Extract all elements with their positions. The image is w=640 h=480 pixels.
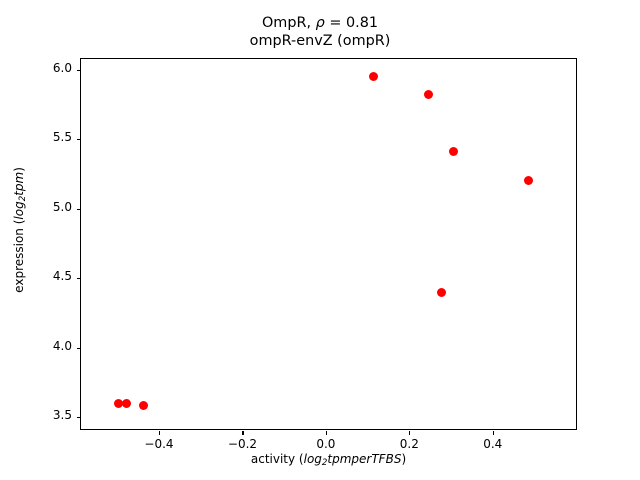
x-axis-tick-label: 0.4 bbox=[483, 437, 503, 451]
chart-title-line-2: ompR-envZ (ompR) bbox=[249, 33, 391, 49]
data-point bbox=[423, 90, 433, 100]
data-point bbox=[436, 287, 446, 297]
plot-axes: −0.4 −0.2 0.0 0.2 0.4 3.5 4.0 4.5 5.0 5.5 6.0 bbox=[53, 58, 577, 451]
x-axis-tick bbox=[159, 431, 161, 435]
x-axis-label-math-log: log bbox=[303, 452, 322, 466]
data-point bbox=[368, 72, 378, 82]
y-axis-tick bbox=[77, 208, 81, 210]
data-point bbox=[113, 398, 123, 408]
chart-title-tf-name: OmpR, bbox=[261, 15, 316, 31]
x-axis-tick-label: 0.2 bbox=[399, 437, 419, 451]
chart-title-rho-symbol: ρ bbox=[315, 15, 325, 31]
data-point bbox=[121, 398, 131, 408]
chart-title-line-1: OmpR, ρ = 0.81 bbox=[0, 14, 640, 32]
data-point bbox=[449, 147, 459, 157]
y-axis-label-math-log: log bbox=[12, 201, 27, 220]
x-axis-label-math-subscript: 2 bbox=[321, 457, 328, 468]
x-axis-label-suffix: ) bbox=[401, 452, 407, 466]
x-axis-label: activity (log2tpmperTFBS) bbox=[80, 452, 577, 468]
x-axis-tick-label: −0.4 bbox=[144, 437, 174, 451]
y-axis-label-prefix: expression ( bbox=[12, 219, 27, 293]
y-axis-tick bbox=[77, 417, 81, 419]
y-axis-tick bbox=[77, 139, 81, 141]
y-axis-label-math-unit: tpm bbox=[12, 171, 27, 196]
chart-title-rho-value: = 0.81 bbox=[324, 15, 379, 31]
x-axis-tick bbox=[325, 431, 327, 435]
data-point bbox=[523, 176, 533, 186]
x-axis-tick-label: 0.0 bbox=[316, 437, 336, 451]
y-axis-label-math-subscript: 2 bbox=[17, 195, 28, 202]
y-axis-tick bbox=[77, 278, 81, 280]
y-axis-tick bbox=[77, 347, 81, 349]
x-axis-tick-label: −0.2 bbox=[227, 437, 258, 451]
x-axis-tick bbox=[492, 431, 494, 435]
x-axis-tick bbox=[409, 431, 411, 435]
y-axis-label: expression (log2tpm) bbox=[12, 44, 28, 416]
x-axis-label-prefix: activity ( bbox=[250, 452, 304, 466]
x-axis-label-math-unit: tpmperTFBS bbox=[327, 452, 402, 466]
y-axis-tick bbox=[77, 69, 81, 71]
y-axis-label-suffix: ) bbox=[12, 167, 27, 172]
chart-title: OmpR, ρ = 0.81 ompR-envZ (ompR) bbox=[0, 14, 640, 50]
x-axis-tick bbox=[242, 431, 244, 435]
data-point bbox=[139, 401, 149, 411]
plot-area bbox=[81, 59, 576, 429]
